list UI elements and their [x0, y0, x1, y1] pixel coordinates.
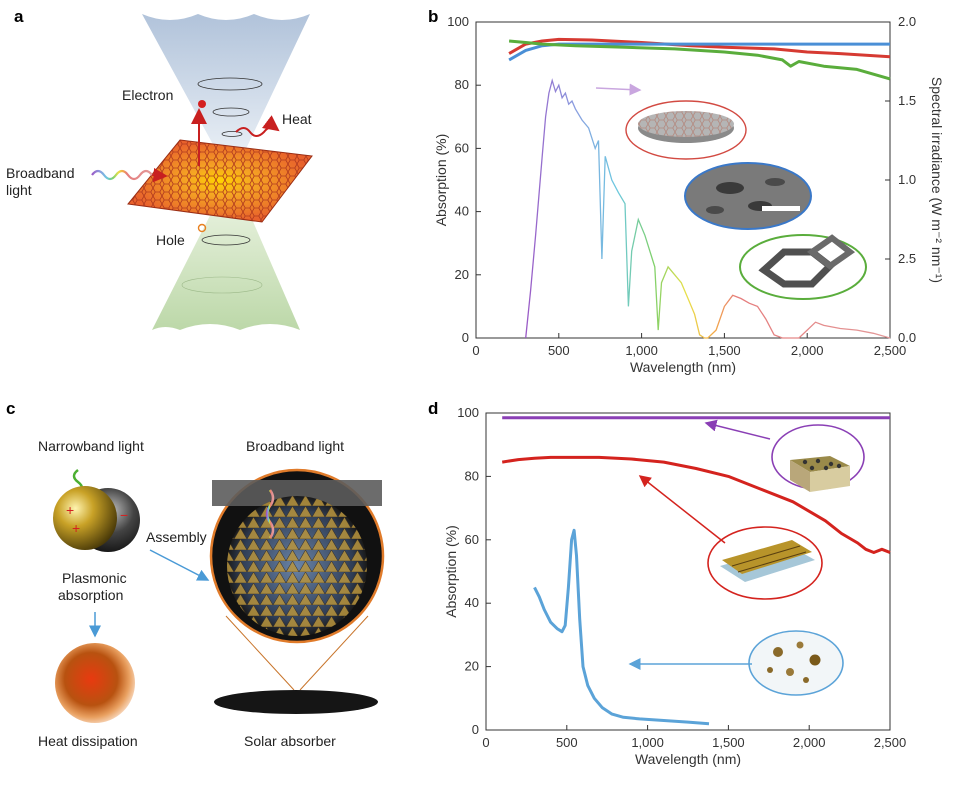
- plot-frame: [485, 412, 891, 731]
- broadband-title: Broadband light: [246, 438, 344, 454]
- y2-tick-label: 1.0: [898, 172, 916, 187]
- y-tick-label: 60: [465, 532, 479, 547]
- inset-d-particles: [748, 630, 844, 696]
- series-blue-line: [508, 42, 890, 62]
- x-tick-label: 2,000: [791, 343, 824, 358]
- y-tick-label: 80: [455, 77, 469, 92]
- y-tick-label: 100: [457, 405, 479, 420]
- gold-sphere: [53, 486, 117, 550]
- y-tick-label: 20: [465, 659, 479, 674]
- panel-c: c Narrowband light Broadband light + + −…: [6, 399, 385, 749]
- y-tick-label: 20: [455, 267, 469, 282]
- series-d_red-line: [501, 455, 891, 554]
- solar-absorber-label: Solar absorber: [244, 733, 336, 749]
- chart-d: 0 500 1,000 1,500 2,000 2,500 0 20 40 60 80 100 Wave…: [443, 405, 906, 767]
- x-tick-label: 1,500: [712, 735, 745, 750]
- magnified-lens: [209, 468, 385, 644]
- electron-dot: [198, 100, 206, 108]
- y-tick-label: 80: [465, 468, 479, 483]
- x-axis-label: Wavelength (nm): [635, 751, 741, 767]
- x-tick-label: 1,500: [708, 343, 741, 358]
- broadband-label-line2: light: [6, 182, 32, 198]
- graphene-sheet: [127, 139, 313, 223]
- y2-tick-label: 2.0: [898, 14, 916, 29]
- x-tick-label: 500: [548, 343, 570, 358]
- x-tick-label: 2,500: [874, 343, 907, 358]
- y-tick-label: 40: [455, 204, 469, 219]
- inset-b-sem-image: [684, 162, 812, 230]
- light-arrow: [151, 167, 168, 183]
- hole-dot: [197, 223, 207, 233]
- x-tick-label: 2,500: [874, 735, 907, 750]
- inset-b-porous-disk: [625, 100, 747, 160]
- zoom-line-left: [225, 615, 295, 691]
- assembly-label: Assembly: [146, 529, 207, 545]
- scale-bar: [762, 206, 800, 211]
- x-tick-label: 500: [556, 735, 578, 750]
- electron-arrow: [191, 100, 207, 166]
- pore-array-arrow: [704, 419, 771, 440]
- broadband-light-wave: [91, 169, 153, 181]
- y2-axis-label: Spectral irradiance (W m⁻² nm⁻¹): [929, 77, 945, 283]
- irradiance-series: [525, 78, 891, 339]
- inset-b-honeycomb: [739, 234, 867, 300]
- panel-d-label: d: [428, 399, 438, 418]
- y-tick-label: 0: [472, 722, 479, 737]
- heat-wave-arrow: [235, 115, 280, 137]
- y2-tick-label: 0.0: [898, 330, 916, 345]
- plus-charge-icon: +: [66, 502, 74, 518]
- plasmonic-label-line1: Plasmonic: [62, 570, 127, 586]
- broadband-label-line1: Broadband: [6, 165, 75, 181]
- hole-beam-cone: [152, 180, 300, 330]
- hole-label: Hole: [156, 232, 185, 248]
- irradiance-arrow: [595, 83, 642, 96]
- x-tick-label: 2,000: [793, 735, 826, 750]
- y-tick-label: 0: [462, 330, 469, 345]
- inset-d-pore-array: [771, 424, 865, 492]
- electron-beam-cone: [142, 14, 310, 172]
- narrowband-label: Narrowband light: [38, 438, 144, 454]
- x-tick-label: 1,000: [625, 343, 658, 358]
- series-red-line: [508, 37, 891, 59]
- series-green-line: [508, 39, 891, 81]
- x-tick-label: 1,000: [631, 735, 664, 750]
- y-tick-label: 60: [455, 140, 469, 155]
- minus-charge-icon: −: [120, 507, 128, 523]
- x-tick-label: 0: [472, 343, 479, 358]
- heat-label: Heat: [282, 111, 312, 127]
- panel-b-label: b: [428, 7, 438, 26]
- nanorod-arrow: [638, 475, 726, 544]
- inset-d-nanorod-array: [707, 526, 823, 600]
- y2-tick-label: 2.5: [898, 251, 916, 266]
- heated-sphere: [55, 643, 135, 723]
- panel-b: b 0 500 1,000 1,500 2,000 2,500 0 20 40 60 80 100 Wa…: [428, 7, 945, 375]
- panel-a: a Electron Heat Broadband light Hole: [6, 7, 313, 330]
- plasmonic-label-line2: absorption: [58, 587, 123, 603]
- x-tick-label: 0: [482, 735, 489, 750]
- heat-dissipation-label: Heat dissipation: [38, 733, 138, 749]
- y-axis-label: Absorption (%): [443, 525, 459, 618]
- y-tick-label: 100: [447, 14, 469, 29]
- x-axis-label: Wavelength (nm): [630, 359, 736, 375]
- electron-label: Electron: [122, 87, 173, 103]
- y2-tick-label: 1.5: [898, 93, 916, 108]
- plus-charge-icon-2: +: [72, 520, 80, 536]
- series-d_blue-line: [533, 528, 710, 726]
- panel-c-label: c: [6, 399, 15, 418]
- panel-a-label: a: [14, 7, 24, 26]
- assembly-arrow: [149, 549, 210, 581]
- zoom-line-right: [299, 615, 369, 691]
- chart-b: 0 500 1,000 1,500 2,000 2,500 0 20 40 60 80 100 Wave…: [433, 14, 945, 375]
- panel-d: d 0 500 1,000 1,500 2,000 2,500 0 20 40 60 80 100 Wa…: [428, 399, 906, 767]
- y-axis-label: Absorption (%): [433, 134, 449, 227]
- solar-absorber-disk: [214, 690, 378, 714]
- y-tick-label: 40: [465, 595, 479, 610]
